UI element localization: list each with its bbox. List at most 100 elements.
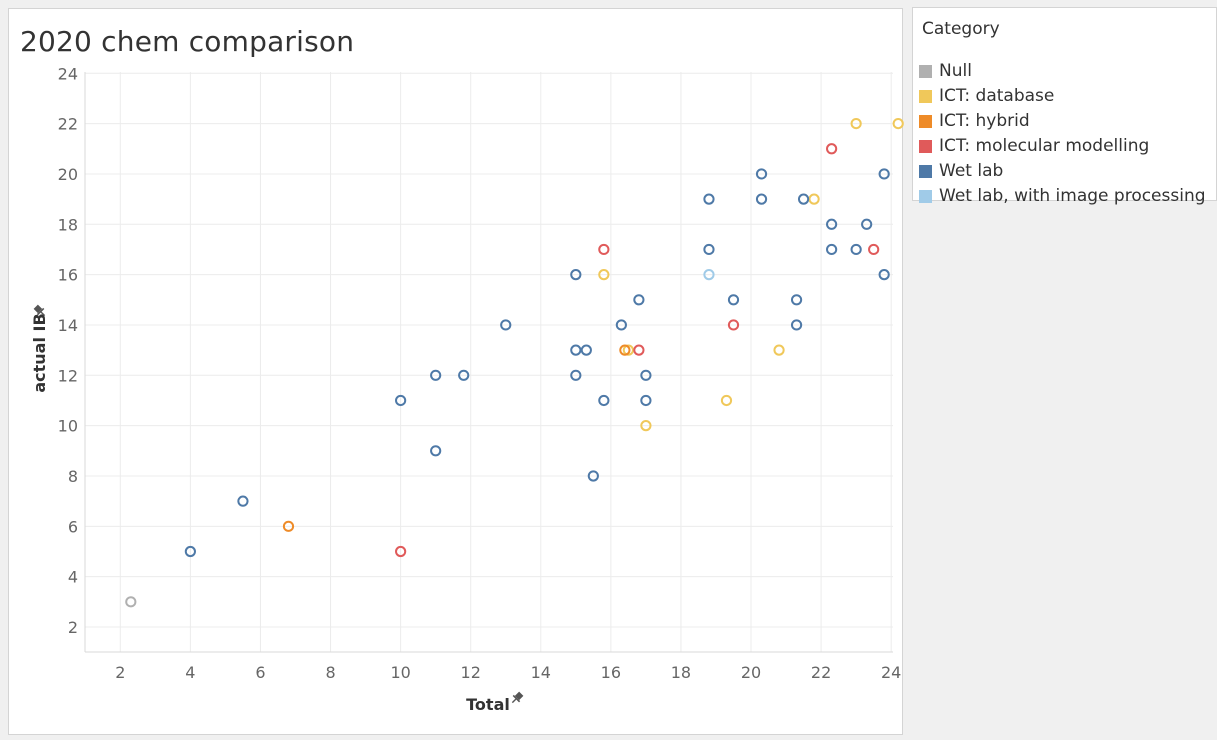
data-point[interactable] bbox=[640, 420, 652, 432]
y-tick-label: 4 bbox=[68, 568, 78, 587]
y-tick-label: 8 bbox=[68, 467, 78, 486]
data-point[interactable] bbox=[570, 344, 582, 356]
chart-panel: 2020 chem comparison bbox=[8, 8, 903, 735]
data-point[interactable] bbox=[790, 294, 803, 306]
x-tick-label: 2 bbox=[115, 663, 125, 682]
data-point[interactable] bbox=[790, 319, 803, 331]
y-tick-label: 6 bbox=[68, 517, 78, 536]
y-axis-title-group: actual IB bbox=[30, 304, 49, 393]
legend-label: ICT: database bbox=[939, 86, 1055, 106]
legend-swatch bbox=[919, 115, 932, 128]
data-point[interactable] bbox=[580, 344, 592, 356]
x-tick-label: 4 bbox=[185, 663, 195, 682]
data-point[interactable] bbox=[430, 369, 442, 381]
legend-swatch bbox=[919, 90, 932, 103]
data-point[interactable] bbox=[282, 520, 295, 532]
data-points[interactable] bbox=[125, 118, 904, 608]
x-tick-label: 6 bbox=[255, 663, 265, 682]
data-point[interactable] bbox=[808, 193, 820, 205]
legend-label: Wet lab, with image processing bbox=[939, 186, 1206, 206]
data-point[interactable] bbox=[619, 344, 631, 356]
data-point[interactable] bbox=[570, 369, 582, 381]
data-point[interactable] bbox=[598, 394, 610, 407]
legend-swatch bbox=[919, 165, 932, 178]
data-point[interactable] bbox=[727, 319, 740, 331]
y-tick-label: 24 bbox=[58, 64, 78, 83]
legend-swatch bbox=[919, 190, 932, 203]
legend-label: ICT: hybrid bbox=[939, 111, 1030, 131]
data-point[interactable] bbox=[703, 243, 715, 256]
scatter-plot[interactable]: 2 4 6 8 10 12 14 16 18 20 22 24 2468101214161820222… bbox=[0, 0, 905, 740]
y-tick-label: 2 bbox=[68, 618, 78, 637]
grid bbox=[85, 72, 893, 652]
data-point[interactable] bbox=[797, 193, 810, 205]
x-tick-label: 18 bbox=[671, 663, 691, 682]
data-point[interactable] bbox=[878, 269, 890, 281]
data-point[interactable] bbox=[570, 269, 582, 281]
data-point[interactable] bbox=[622, 344, 634, 356]
y-tick-label: 22 bbox=[58, 115, 78, 134]
x-axis-title: Total bbox=[466, 695, 510, 714]
y-tick-label: 10 bbox=[58, 417, 78, 436]
data-point[interactable] bbox=[850, 118, 862, 130]
data-point[interactable] bbox=[868, 243, 880, 256]
data-point[interactable] bbox=[633, 344, 645, 356]
x-tick-label: 20 bbox=[741, 663, 761, 682]
x-tick-labels: 2 4 6 8 10 12 14 16 18 20 22 24 bbox=[115, 663, 901, 682]
data-point[interactable] bbox=[633, 294, 645, 306]
x-tick-label: 12 bbox=[461, 663, 481, 682]
data-point[interactable] bbox=[826, 243, 838, 256]
legend-swatch bbox=[919, 65, 932, 78]
data-point[interactable] bbox=[237, 495, 249, 507]
data-point[interactable] bbox=[587, 470, 599, 482]
legend-label: Wet lab bbox=[939, 161, 1004, 181]
data-point[interactable] bbox=[615, 319, 627, 331]
data-point[interactable] bbox=[720, 394, 733, 407]
data-point[interactable] bbox=[703, 269, 715, 281]
data-point[interactable] bbox=[598, 243, 610, 256]
data-point[interactable] bbox=[727, 294, 740, 306]
data-point[interactable] bbox=[395, 545, 407, 558]
data-point[interactable] bbox=[395, 394, 407, 407]
x-tick-label: 24 bbox=[881, 663, 901, 682]
data-point[interactable] bbox=[850, 243, 862, 256]
chart-title: 2020 chem comparison bbox=[20, 25, 355, 58]
y-axis-title: actual IB bbox=[30, 313, 49, 392]
y-tick-label: 14 bbox=[58, 316, 78, 335]
data-point[interactable] bbox=[878, 168, 890, 180]
y-tick-label: 20 bbox=[58, 165, 78, 184]
x-axis-title-group: Total bbox=[466, 691, 524, 714]
data-point[interactable] bbox=[826, 143, 838, 155]
legend-title: Category bbox=[922, 19, 1000, 39]
legend-swatch bbox=[919, 140, 932, 153]
y-tick-label: 16 bbox=[58, 266, 78, 285]
data-point[interactable] bbox=[598, 269, 610, 281]
x-tick-label: 16 bbox=[601, 663, 621, 682]
x-tick-label: 8 bbox=[325, 663, 335, 682]
data-point[interactable] bbox=[773, 344, 785, 356]
data-point[interactable] bbox=[755, 193, 768, 205]
data-point[interactable] bbox=[184, 545, 196, 558]
legend-label: Null bbox=[939, 61, 972, 81]
data-point[interactable] bbox=[500, 319, 512, 331]
data-point[interactable] bbox=[826, 218, 838, 230]
legend-label: ICT: molecular modelling bbox=[939, 136, 1150, 156]
data-point[interactable] bbox=[703, 193, 715, 205]
data-point[interactable] bbox=[640, 369, 652, 381]
y-tick-label: 18 bbox=[58, 215, 78, 234]
data-point[interactable] bbox=[861, 218, 873, 230]
axes bbox=[84, 72, 893, 653]
data-point[interactable] bbox=[430, 445, 442, 457]
data-point[interactable] bbox=[125, 596, 137, 608]
data-point[interactable] bbox=[755, 168, 768, 180]
x-tick-label: 14 bbox=[531, 663, 551, 682]
pin-icon bbox=[511, 691, 524, 704]
y-tick-label: 12 bbox=[58, 366, 78, 385]
data-point[interactable] bbox=[458, 369, 470, 381]
legend: Category Null ICT: database ICT: hybrid … bbox=[912, 7, 1217, 206]
x-tick-label: 10 bbox=[390, 663, 410, 682]
data-point[interactable] bbox=[892, 118, 904, 130]
data-point[interactable] bbox=[640, 394, 652, 407]
x-tick-label: 22 bbox=[811, 663, 831, 682]
